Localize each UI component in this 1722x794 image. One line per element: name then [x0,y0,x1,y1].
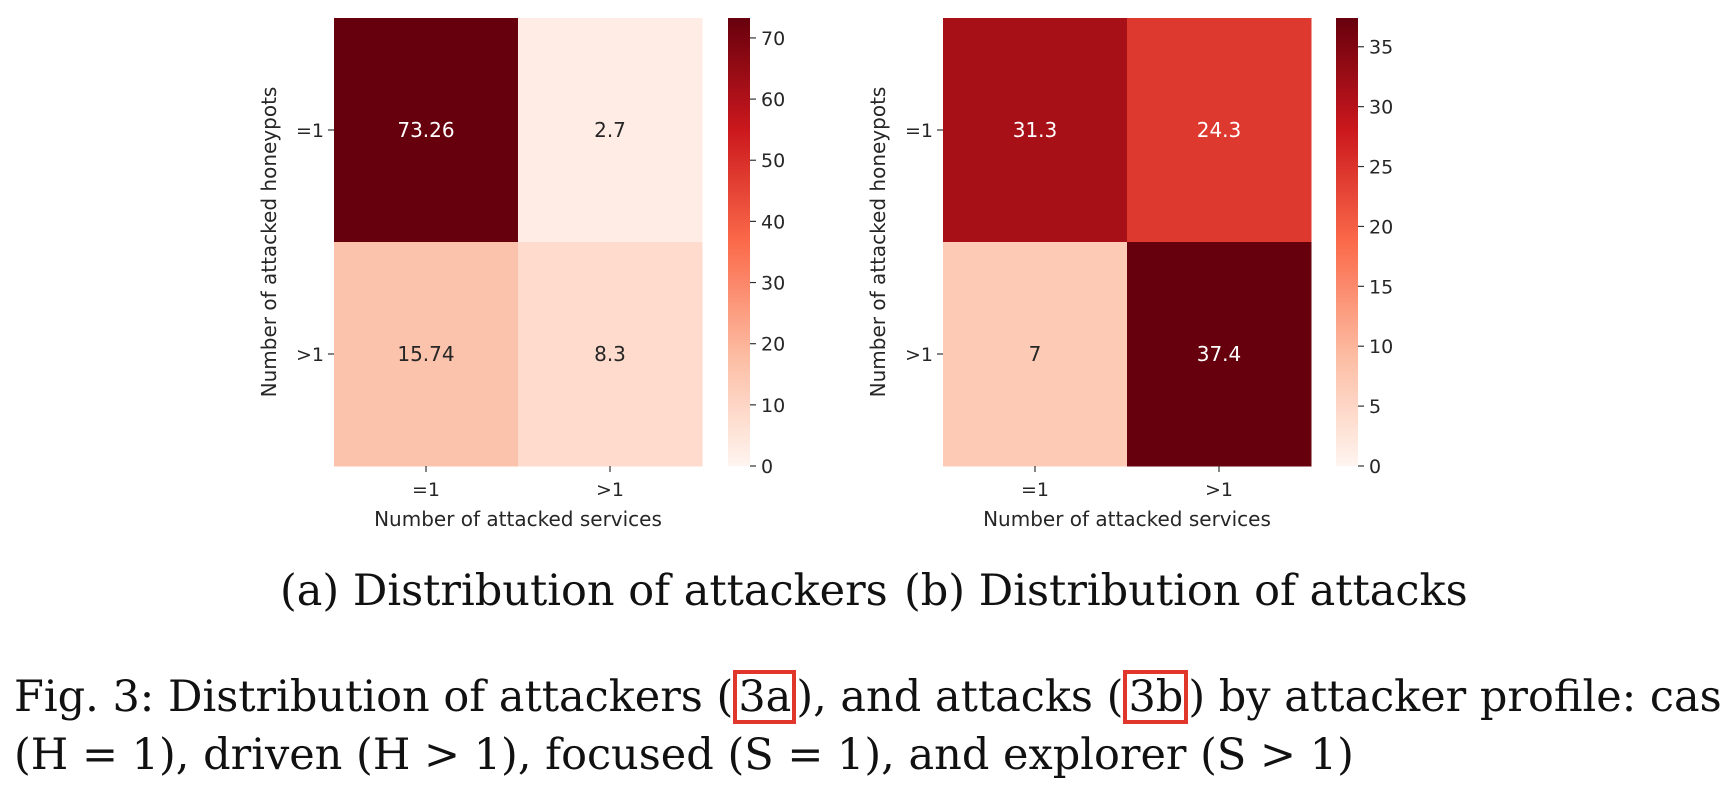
heatmap-a-cell-label-0-0: 73.26 [397,118,454,142]
heatmap-b-cell-1-1 [1127,242,1312,467]
colorbar-a-tick-label-7: 70 [761,28,785,50]
subcaption-b: (b) Distribution of attacks [904,566,1468,616]
colorbar-b-tick-label-7: 35 [1369,37,1393,59]
heatmap-a-ylabel: Number of attacked honeypots [257,87,281,398]
ref-3a-link[interactable]: 3a [733,670,797,724]
heatmap-b-cell-label-1-1: 37.4 [1197,342,1242,366]
heatmap-b-xtick-label-1: >1 [1205,479,1233,501]
heatmap-b-cell-label-0-0: 31.3 [1013,118,1058,142]
colorbar-b [1336,18,1358,466]
heatmap-b-cell-0-1 [1127,18,1312,243]
heatmap-b-cell-1-0 [943,242,1128,467]
colorbar-a-tick-label-1: 10 [761,395,785,417]
heatmap-a-cell-label-1-0: 15.74 [397,342,454,366]
heatmap-a-cell-1-1 [518,242,703,467]
ref-3b-link[interactable]: 3b [1123,670,1189,724]
heatmap-a-cell-label-1-1: 8.3 [594,342,626,366]
heatmap-a-xtick-label-0: =1 [412,479,440,501]
colorbar-a [728,18,750,466]
colorbar-a-tick-label-0: 0 [761,456,773,478]
colorbar-a-tick-label-6: 60 [761,89,785,111]
heatmap-b-ytick-label-0: =1 [905,120,933,142]
heatmap-b-xlabel: Number of attacked services [983,507,1271,531]
heatmap-b-xtick-label-0: =1 [1021,479,1049,501]
colorbar-b-tick-label-4: 20 [1369,216,1393,238]
caption-line-1: Fig. 3: Distribution of attackers (3a), … [14,668,1722,726]
caption-mid: ), and attacks ( [796,672,1124,722]
caption-line-2: (H = 1), driven (H > 1), focused (S = 1)… [14,730,1354,780]
heatmap-b-ylabel: Number of attacked honeypots [866,87,890,398]
colorbar-b-tick-label-0: 0 [1369,456,1381,478]
heatmap-b-cell-label-1-0: 7 [1029,342,1042,366]
heatmap-a-cell-0-1 [518,18,703,243]
heatmap-a-xlabel: Number of attacked services [374,507,662,531]
colorbar-a-tick-label-3: 30 [761,273,785,295]
heatmap-b-cell-0-0 [943,18,1128,243]
colorbar-a-tick-label-5: 50 [761,150,785,172]
caption-prefix: Fig. 3: Distribution of attackers ( [14,672,734,722]
heatmap-b-ytick-label-1: >1 [905,344,933,366]
colorbar-b-tick-label-5: 25 [1369,157,1393,179]
heatmap-a-ytick-label-0: =1 [296,120,324,142]
colorbar-a-tick-label-2: 20 [761,334,785,356]
heatmap-a-cell-1-0 [334,242,519,467]
colorbar-b-tick-label-2: 10 [1369,336,1393,358]
colorbar-b-tick-label-6: 30 [1369,97,1393,119]
figure-caption: Fig. 3: Distribution of attackers (3a), … [14,668,1722,784]
caption-suffix: ) by attacker profile: casual [1188,672,1722,722]
colorbar-a-tick-label-4: 40 [761,211,785,233]
colorbar-b-tick-label-3: 15 [1369,276,1393,298]
heatmap-b-cell-label-0-1: 24.3 [1197,118,1242,142]
heatmap-a-cell-0-0 [334,18,519,243]
heatmap-a-ytick-label-1: >1 [296,344,324,366]
heatmap-a-cell-label-0-1: 2.7 [594,118,626,142]
heatmap-a-xtick-label-1: >1 [596,479,624,501]
subcaption-a: (a) Distribution of attackers [280,566,888,616]
colorbar-b-tick-label-1: 5 [1369,396,1381,418]
